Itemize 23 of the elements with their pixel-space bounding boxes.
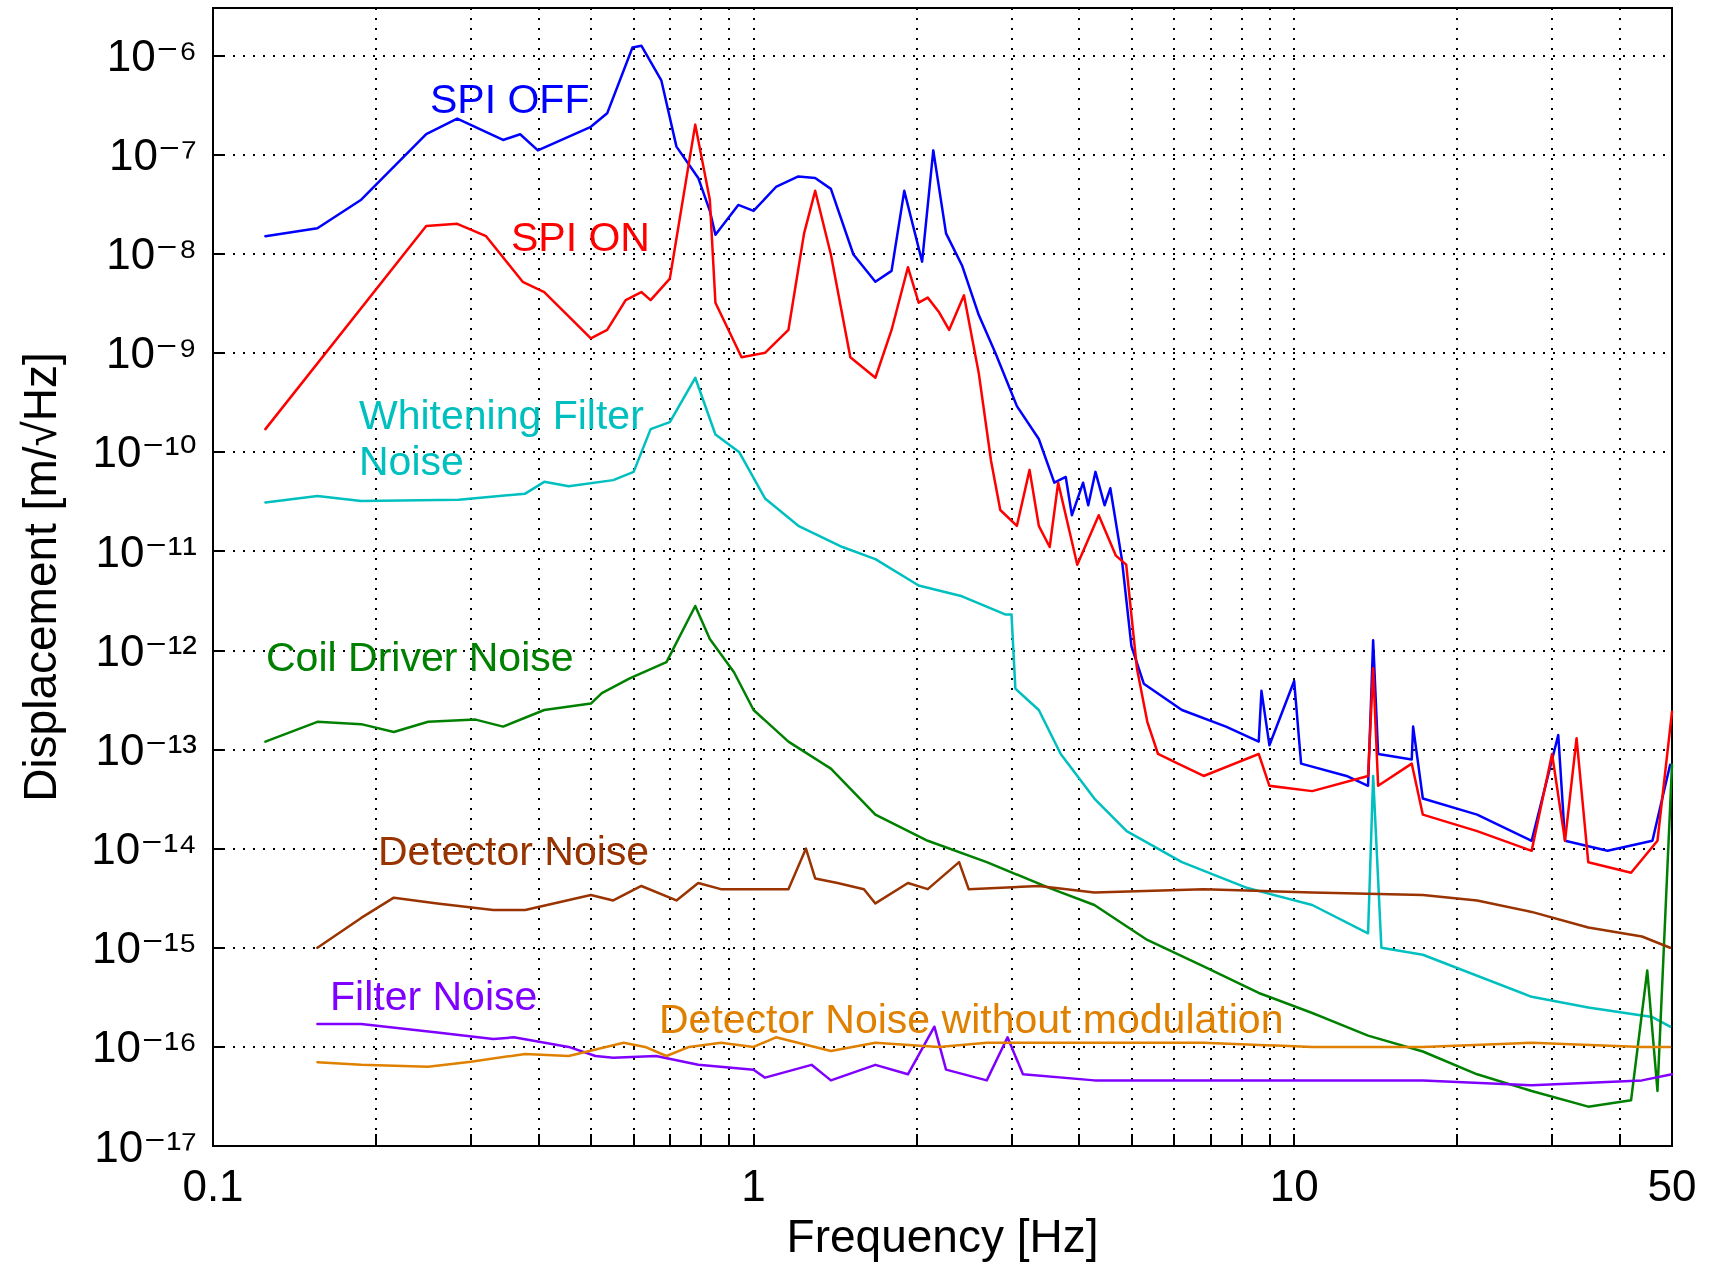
y-tick-label: 10⁻¹⁴ xyxy=(91,824,197,874)
series-label: Detector Noise without modulation xyxy=(659,996,1284,1042)
x-tick-label: 1 xyxy=(741,1160,766,1210)
series-label: SPI ON xyxy=(511,214,650,260)
series-label: Filter Noise xyxy=(330,973,538,1019)
series-label: Detector Noise xyxy=(378,828,650,874)
series-label: SPI OFF xyxy=(430,76,590,122)
y-tick-label: 10⁻¹⁶ xyxy=(92,1022,197,1072)
y-axis-title: Displacement [m/√Hz] xyxy=(14,352,66,802)
x-tick-label: 50 xyxy=(1647,1160,1697,1210)
y-tick-label: 10⁻¹¹ xyxy=(95,526,197,576)
y-tick-label: 10⁻¹³ xyxy=(95,724,197,774)
x-tick-label: 10 xyxy=(1269,1160,1319,1210)
y-tick-label: 10⁻¹⁵ xyxy=(91,923,197,973)
y-tick-label: 10⁻¹² xyxy=(95,625,197,675)
series-label: Whitening Filter Noise xyxy=(359,392,656,484)
x-axis-title: Frequency [Hz] xyxy=(786,1210,1099,1262)
series-label: Coil Driver Noise xyxy=(266,634,574,680)
y-tick-label: 10⁻⁷ xyxy=(108,129,197,179)
y-tick-label: 10⁻¹⁰ xyxy=(92,427,197,477)
y-tick-label: 10⁻⁶ xyxy=(106,30,197,80)
y-tick-label: 10⁻⁹ xyxy=(105,328,197,378)
y-tick-label: 10⁻⁸ xyxy=(106,229,197,279)
